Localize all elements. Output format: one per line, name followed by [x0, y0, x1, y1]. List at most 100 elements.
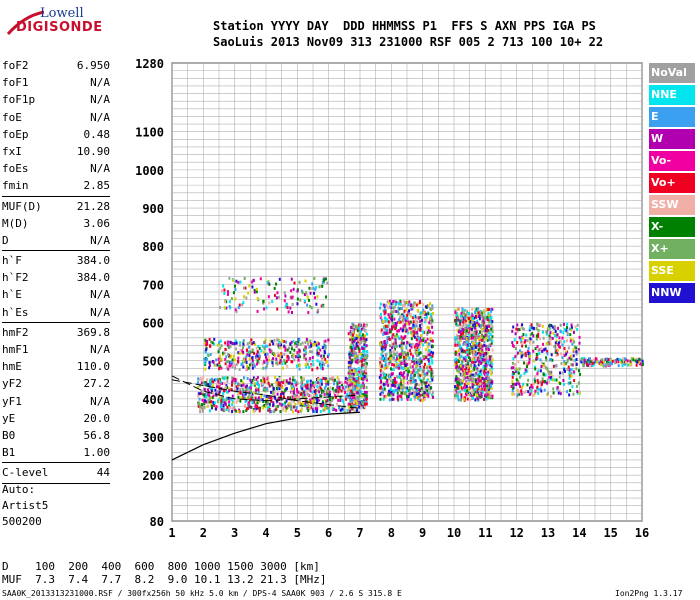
echo-point	[398, 329, 401, 333]
echo-point	[392, 368, 395, 372]
echo-point	[483, 316, 486, 320]
echo-point	[301, 383, 304, 387]
echo-point	[408, 322, 411, 326]
echo-point	[478, 375, 481, 379]
echo-point	[340, 389, 343, 393]
echo-point	[427, 304, 430, 308]
echo-point	[270, 349, 273, 353]
echo-point	[250, 394, 253, 398]
echo-point	[385, 344, 388, 348]
echo-point	[272, 391, 275, 395]
echo-point	[482, 358, 485, 362]
echo-point	[362, 393, 365, 397]
echo-point	[554, 341, 557, 345]
echo-point	[411, 360, 414, 364]
echo-point	[262, 406, 265, 410]
echo-point	[474, 390, 477, 394]
echo-point	[529, 341, 532, 345]
echo-point	[413, 362, 416, 366]
echo-point	[419, 398, 422, 402]
echo-point	[264, 405, 267, 409]
echo-point	[563, 368, 566, 372]
echo-point	[568, 327, 571, 331]
echo-point	[290, 289, 293, 293]
echo-point	[262, 376, 265, 380]
echo-point	[413, 329, 416, 333]
echo-point	[248, 345, 251, 349]
echo-point	[247, 395, 250, 399]
echo-point	[552, 331, 555, 335]
echo-point	[283, 344, 286, 348]
echo-point	[333, 382, 336, 386]
echo-point	[469, 370, 472, 374]
echo-point	[200, 381, 203, 385]
echo-point	[303, 402, 306, 406]
echo-point	[404, 391, 407, 395]
echo-point	[566, 367, 569, 371]
echo-point	[275, 361, 278, 365]
echo-point	[570, 367, 573, 371]
echo-point	[348, 381, 351, 385]
echo-point	[431, 369, 434, 373]
echo-point	[511, 389, 514, 393]
echo-point	[320, 365, 323, 369]
echo-point	[618, 358, 621, 362]
echo-point	[284, 348, 287, 352]
echo-point	[237, 356, 240, 360]
echo-point	[414, 393, 417, 397]
echo-point	[394, 325, 397, 329]
echo-point	[267, 396, 270, 400]
echo-point	[264, 338, 267, 342]
echo-point	[275, 384, 278, 388]
echo-point	[361, 370, 364, 374]
echo-point	[458, 382, 461, 386]
echo-point	[411, 305, 414, 309]
echo-point	[411, 371, 414, 375]
echo-point	[363, 366, 366, 370]
echo-point	[320, 388, 323, 392]
echo-point	[518, 392, 521, 396]
echo-point	[457, 349, 460, 353]
echo-point	[289, 342, 292, 346]
echo-point	[546, 367, 549, 371]
echo-point	[262, 404, 265, 408]
echo-point	[456, 383, 459, 387]
echo-point	[353, 347, 356, 351]
echo-point	[320, 382, 323, 386]
echo-point	[462, 331, 465, 335]
echo-point	[220, 357, 223, 361]
echo-point	[352, 372, 355, 376]
echo-point	[556, 326, 559, 330]
echo-point	[252, 278, 255, 282]
echo-point	[533, 365, 536, 369]
echo-point	[391, 362, 394, 366]
echo-point	[485, 353, 488, 357]
echo-point	[363, 328, 366, 332]
echo-point	[459, 339, 462, 343]
echo-point	[481, 319, 484, 323]
echo-point	[246, 407, 249, 411]
echo-point	[476, 352, 479, 356]
echo-point	[515, 367, 518, 371]
echo-point	[423, 393, 426, 397]
echo-point	[244, 392, 247, 396]
echo-point	[290, 405, 293, 409]
echo-point	[404, 327, 407, 331]
echo-point	[467, 324, 470, 328]
echo-point	[426, 341, 429, 345]
echo-point	[206, 393, 209, 397]
echo-point	[316, 385, 319, 389]
echo-point	[356, 386, 359, 390]
echo-point	[210, 396, 213, 400]
echo-point	[307, 379, 310, 383]
param-value: 110.0	[76, 360, 110, 374]
echo-point	[352, 328, 355, 332]
echo-point	[514, 332, 517, 336]
echo-point	[248, 398, 251, 402]
echo-point	[604, 363, 607, 367]
echo-point	[548, 327, 551, 331]
echo-point	[477, 384, 480, 388]
echo-point	[263, 403, 266, 407]
echo-point	[520, 389, 523, 393]
echo-point	[365, 402, 368, 406]
